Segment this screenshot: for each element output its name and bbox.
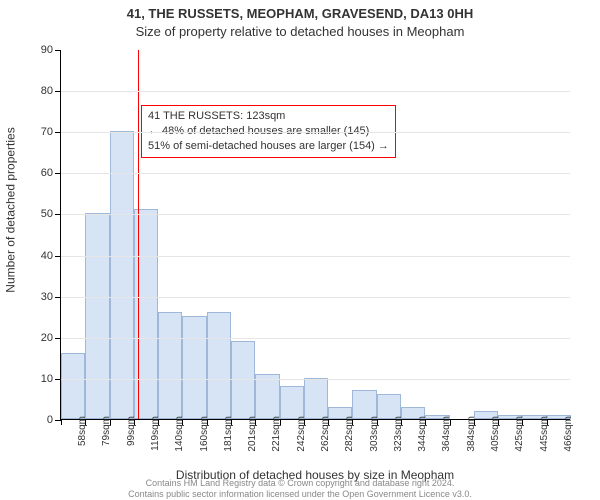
histogram-bar <box>110 131 134 419</box>
x-tick-label: 99sqm <box>126 416 137 446</box>
x-tick-label: 262sqm <box>320 416 331 452</box>
y-tick-label: 30 <box>25 291 53 303</box>
x-tick <box>498 419 499 425</box>
x-tick <box>61 419 62 425</box>
histogram-bar <box>158 312 182 419</box>
gridline <box>61 297 570 298</box>
y-tick <box>55 256 61 257</box>
x-tick <box>474 419 475 425</box>
x-tick-label: 323sqm <box>393 416 404 452</box>
x-tick-label: 405sqm <box>490 416 501 452</box>
y-axis-label: Number of detached properties <box>2 0 20 420</box>
y-tick-label: 10 <box>25 373 53 385</box>
histogram-bar <box>255 374 279 419</box>
x-tick <box>255 419 256 425</box>
x-tick-label: 160sqm <box>199 416 210 452</box>
gridline <box>61 379 570 380</box>
x-tick-label: 344sqm <box>417 416 428 452</box>
y-tick-label: 50 <box>25 208 53 220</box>
x-tick-label: 201sqm <box>247 416 258 452</box>
page-subtitle: Size of property relative to detached ho… <box>0 24 600 39</box>
x-tick <box>377 419 378 425</box>
reference-line <box>138 50 139 419</box>
x-tick-label: 384sqm <box>466 416 477 452</box>
x-tick <box>522 419 523 425</box>
x-tick <box>401 419 402 425</box>
x-tick <box>207 419 208 425</box>
gridline <box>61 256 570 257</box>
footer-attribution: Contains HM Land Registry data © Crown c… <box>0 478 600 499</box>
x-tick <box>134 419 135 425</box>
x-tick-label: 221sqm <box>271 416 282 452</box>
annotation-line1: 41 THE RUSSETS: 123sqm <box>148 109 389 124</box>
x-tick <box>110 419 111 425</box>
y-tick <box>55 379 61 380</box>
x-tick <box>158 419 159 425</box>
x-tick <box>231 419 232 425</box>
x-tick-label: 466sqm <box>563 416 574 452</box>
histogram-bar <box>280 386 304 419</box>
histogram-bar <box>304 378 328 419</box>
x-tick-label: 140sqm <box>174 416 185 452</box>
y-tick-label: 80 <box>25 85 53 97</box>
gridline <box>61 173 570 174</box>
x-tick <box>280 419 281 425</box>
histogram-bar <box>182 316 206 419</box>
x-tick <box>85 419 86 425</box>
gridline <box>61 214 570 215</box>
x-tick <box>304 419 305 425</box>
y-tick-label: 70 <box>25 126 53 138</box>
y-tick <box>55 91 61 92</box>
x-tick-label: 282sqm <box>344 416 355 452</box>
x-tick-label: 79sqm <box>101 416 112 446</box>
y-tick-label: 20 <box>25 332 53 344</box>
histogram-bar <box>352 390 376 419</box>
y-tick-label: 40 <box>25 250 53 262</box>
y-tick-label: 90 <box>25 44 53 56</box>
histogram-bar <box>231 341 255 419</box>
y-tick <box>55 50 61 51</box>
x-tick-label: 119sqm <box>150 416 161 451</box>
y-tick <box>55 297 61 298</box>
gridline <box>61 132 570 133</box>
y-tick <box>55 132 61 133</box>
gridline <box>61 338 570 339</box>
x-tick <box>328 419 329 425</box>
y-tick <box>55 173 61 174</box>
x-tick <box>182 419 183 425</box>
x-tick <box>547 419 548 425</box>
x-tick <box>352 419 353 425</box>
y-tick <box>55 338 61 339</box>
x-tick-label: 445sqm <box>539 416 550 452</box>
x-tick-label: 242sqm <box>296 416 307 452</box>
chart-plot-area: 41 THE RUSSETS: 123sqm ← 48% of detached… <box>60 50 570 420</box>
y-tick-label: 0 <box>25 414 53 426</box>
histogram-bar <box>85 213 109 419</box>
gridline <box>61 91 570 92</box>
x-tick-label: 303sqm <box>369 416 380 452</box>
x-tick-label: 181sqm <box>223 416 234 452</box>
x-tick <box>425 419 426 425</box>
histogram-bar <box>61 353 85 419</box>
annotation-line3: 51% of semi-detached houses are larger (… <box>148 139 389 154</box>
x-tick-label: 425sqm <box>514 416 525 452</box>
y-tick-label: 60 <box>25 167 53 179</box>
x-tick-label: 364sqm <box>441 416 452 452</box>
page-title: 41, THE RUSSETS, MEOPHAM, GRAVESEND, DA1… <box>0 6 600 21</box>
histogram-bar <box>207 312 231 419</box>
y-tick <box>55 214 61 215</box>
x-tick-label: 58sqm <box>77 416 88 446</box>
x-tick <box>450 419 451 425</box>
